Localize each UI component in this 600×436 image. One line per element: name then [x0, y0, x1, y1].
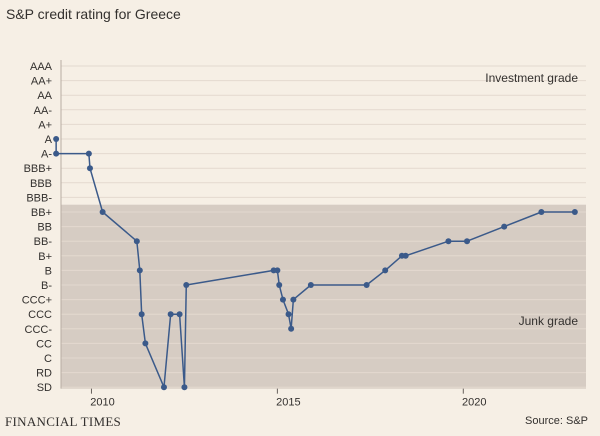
y-tick-label: AA-: [34, 105, 53, 117]
y-tick-label: A+: [38, 119, 52, 131]
y-tick-label: BBB+: [24, 163, 52, 175]
y-tick-label: CCC-: [25, 324, 53, 336]
y-tick-label: B+: [38, 251, 52, 263]
y-tick-label: CC: [36, 338, 52, 350]
x-tick-label: 2015: [276, 397, 300, 409]
data-point: [290, 296, 297, 303]
data-point: [181, 384, 188, 391]
data-point: [307, 282, 314, 288]
data-point: [86, 165, 93, 172]
y-tick-label: BB: [37, 222, 52, 234]
data-point: [288, 325, 295, 332]
data-point: [501, 223, 508, 230]
y-tick-label: C: [44, 353, 52, 365]
y-tick-label: BB+: [31, 207, 52, 219]
investment-grade-label: Investment grade: [485, 71, 578, 85]
y-tick-label: RD: [36, 368, 52, 380]
y-tick-label: CCC: [28, 309, 52, 321]
data-point: [279, 296, 286, 303]
data-point: [183, 282, 190, 288]
data-point: [363, 282, 370, 288]
data-point: [285, 311, 292, 318]
data-point: [445, 238, 452, 245]
data-point: [133, 238, 140, 245]
data-point: [276, 282, 283, 288]
data-point: [136, 267, 143, 274]
y-tick-label: B: [45, 265, 52, 277]
publisher-logo: FINANCIAL TIMES: [5, 414, 122, 429]
y-tick-label: AA: [37, 90, 52, 102]
data-point: [138, 311, 145, 318]
y-tick-label: AA+: [31, 76, 52, 88]
data-point: [571, 209, 578, 215]
data-point: [142, 340, 149, 347]
data-point: [274, 267, 281, 274]
junk-grade-label: Junk grade: [519, 314, 579, 328]
source-note: Source: S&P: [525, 415, 588, 427]
data-point: [53, 150, 60, 157]
data-point: [99, 209, 106, 215]
y-tick-label: B-: [41, 280, 52, 292]
y-tick-label: A-: [41, 149, 52, 161]
y-tick-label: BB-: [34, 236, 53, 248]
data-point: [176, 311, 183, 318]
data-point: [53, 136, 60, 142]
y-tick-label: A: [45, 134, 53, 146]
y-tick-label: CCC+: [22, 295, 52, 307]
data-point: [538, 209, 545, 215]
data-point: [160, 384, 167, 391]
y-tick-label: BBB: [30, 178, 52, 190]
data-point: [464, 238, 471, 245]
chart-title: S&P credit rating for Greece: [6, 6, 181, 22]
data-point: [85, 150, 92, 157]
data-point: [167, 311, 174, 318]
y-tick-label: SD: [37, 382, 52, 394]
y-tick-label: BBB-: [26, 192, 52, 204]
x-tick-label: 2020: [462, 397, 486, 409]
y-tick-label: AAA: [30, 61, 53, 73]
data-point: [402, 252, 409, 259]
data-point: [382, 267, 389, 274]
x-tick-label: 2010: [90, 397, 114, 409]
junk-grade-band: [61, 204, 586, 389]
